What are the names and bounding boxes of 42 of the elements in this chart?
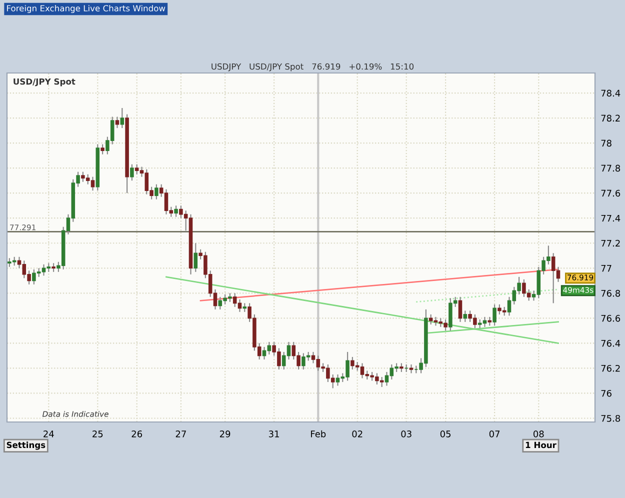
candlestick: [458, 296, 462, 322]
y-tick-label: 76.4: [601, 340, 620, 347]
chart-subtitle: USDJPY USD/JPY Spot 76.919 +0.19% 15:10: [212, 63, 414, 72]
y-tick-label: 78.2: [601, 114, 620, 122]
candlestick: [130, 164, 134, 182]
y-tick-label: 76.8: [601, 290, 620, 297]
candlestick: [492, 304, 496, 326]
candlestick: [174, 205, 178, 218]
candlestick: [154, 184, 158, 200]
candlestick: [463, 310, 468, 322]
chart-title: Foreign Exchange Live Charts Window: [7, 4, 166, 14]
y-tick-label: 76: [601, 390, 612, 397]
y-tick-label: 76.6: [601, 314, 620, 322]
x-tick-label: 03: [401, 430, 412, 438]
y-tick-label: 77: [601, 264, 612, 272]
y-tick-label: 76.2: [601, 364, 620, 372]
x-tick-label: Feb: [311, 430, 326, 438]
y-tick-label: 77.6: [601, 190, 620, 197]
x-tick-label: 31: [268, 430, 279, 438]
x-tick-label: 05: [440, 430, 451, 438]
candlestick: [194, 242, 198, 272]
y-tick-label: 78: [601, 140, 612, 147]
y-tick-label: 77.4: [601, 214, 620, 222]
text: Settings: [6, 442, 46, 450]
candlestick: [100, 144, 104, 155]
y-tick-label: 77.8: [601, 164, 620, 172]
y-axis-title: USD/JPY Spot: [14, 78, 76, 86]
candlestick: [115, 116, 120, 129]
candlestick: [120, 107, 124, 129]
y-tick-label: 77.2: [601, 240, 620, 247]
text: 1 Hour: [526, 442, 556, 448]
x-tick-label: 07: [489, 430, 500, 438]
candlestick: [409, 364, 414, 374]
x-tick-label: 26: [132, 430, 142, 438]
x-tick-label: 29: [220, 430, 230, 438]
x-tick-label: 24: [44, 430, 54, 438]
x-tick-label: 02: [352, 430, 362, 438]
x-tick-label: 08: [534, 430, 544, 438]
y-tick-label: 75.8: [601, 414, 620, 422]
x-tick-label: 25: [92, 430, 103, 438]
x-tick-label: 27: [176, 430, 186, 438]
y-tick-label: 78.4: [601, 90, 620, 97]
